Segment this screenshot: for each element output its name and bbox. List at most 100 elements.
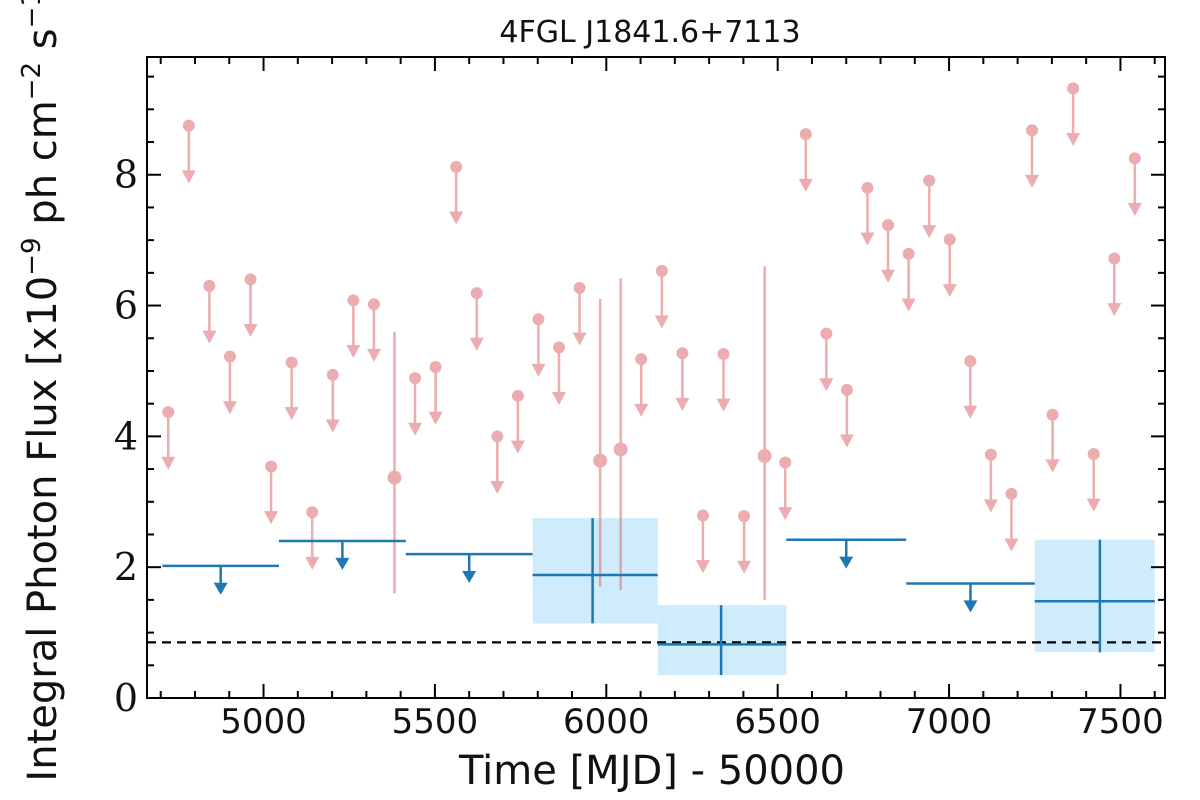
fine-upper-limit xyxy=(264,460,279,525)
fine-upper-limit-arrowhead xyxy=(860,232,875,246)
fine-upper-limit xyxy=(983,448,998,513)
fine-upper-limit-arrowhead xyxy=(366,348,381,362)
fine-upper-limit-marker xyxy=(1108,252,1121,265)
fine-upper-limit-marker xyxy=(532,313,545,326)
fine-upper-limit-marker xyxy=(861,181,874,194)
fine-upper-limit-marker xyxy=(470,287,483,300)
fine-upper-limit xyxy=(695,509,710,574)
fine-upper-limit xyxy=(161,406,176,470)
fine-upper-limit-marker xyxy=(655,264,668,277)
fine-upper-limit-arrowhead xyxy=(572,332,587,346)
fine-upper-limit xyxy=(284,356,299,421)
fine-upper-limit-arrowhead xyxy=(1066,133,1081,147)
coarse-upper-limit xyxy=(278,539,406,570)
fine-upper-limit xyxy=(901,247,916,312)
fine-upper-limit-marker xyxy=(223,350,236,363)
x-tick-label: 7500 xyxy=(1077,702,1164,742)
fine-upper-limit-marker xyxy=(779,456,792,469)
y-axis-label: Integral Photon Flux [x10−9 ph cm−2 s−1] xyxy=(17,0,66,782)
fine-upper-limit-marker xyxy=(964,355,977,368)
fine-upper-limit xyxy=(510,389,525,454)
fine-upper-limit-arrowhead xyxy=(695,560,710,574)
fine-upper-limit xyxy=(531,313,546,377)
fine-upper-limit xyxy=(428,361,443,425)
y-tick-label: 0 xyxy=(114,676,138,720)
fine-upper-limit-marker xyxy=(450,160,463,173)
fine-upper-limit-arrowhead xyxy=(839,434,854,448)
fine-upper-limit-marker xyxy=(676,347,689,360)
coarse-upper-limit-arrowhead xyxy=(462,570,477,583)
fine-upper-limit xyxy=(737,510,752,574)
fine-upper-limit xyxy=(839,383,854,448)
fine-upper-limit-arrowhead xyxy=(1086,498,1101,512)
fine-upper-limit-marker xyxy=(326,368,339,381)
fine-upper-limit-arrowhead xyxy=(1127,203,1142,217)
fine-upper-limit-marker xyxy=(552,341,565,354)
fine-upper-limit xyxy=(243,273,258,338)
fine-upper-limit-arrowhead xyxy=(983,499,998,513)
fine-upper-limit-arrowhead xyxy=(408,422,423,436)
chart-title: 4FGL J1841.6+7113 xyxy=(499,15,800,50)
fine-upper-limit xyxy=(1127,152,1142,217)
fine-upper-limit-arrowhead xyxy=(531,363,546,377)
fine-upper-limit xyxy=(798,128,813,192)
fine-upper-limit xyxy=(634,353,649,417)
fine-upper-limit-arrowhead xyxy=(778,507,793,521)
fine-upper-limit-marker xyxy=(882,219,895,232)
fine-upper-limit xyxy=(1004,487,1019,552)
fine-upper-limit-marker xyxy=(799,128,812,141)
fine-upper-limit xyxy=(408,372,423,436)
fine-upper-limit-arrowhead xyxy=(634,403,649,417)
coarse-detection xyxy=(1034,539,1155,653)
fine-upper-limit-marker xyxy=(1128,152,1141,165)
fine-upper-limit xyxy=(305,506,320,570)
fine-upper-limit-arrowhead xyxy=(449,211,464,225)
coarse-upper-limit xyxy=(405,552,533,583)
fine-upper-limit-marker xyxy=(1005,487,1018,500)
fine-upper-limit-marker xyxy=(840,383,853,396)
fine-upper-limit-arrowhead xyxy=(901,298,916,312)
fine-upper-limit xyxy=(572,281,587,346)
fine-upper-limit-marker xyxy=(943,233,956,246)
fine-upper-limit xyxy=(1086,448,1101,512)
fine-upper-limit-marker xyxy=(1046,408,1059,421)
fine-upper-limit-arrowhead xyxy=(654,315,669,329)
fine-upper-limit xyxy=(181,119,196,184)
fine-upper-limit-arrowhead xyxy=(346,344,361,358)
fine-upper-limit xyxy=(860,181,875,246)
fine-upper-limit-marker xyxy=(203,279,216,292)
fine-detection-marker xyxy=(757,448,772,463)
fine-upper-limit-arrowhead xyxy=(284,407,299,421)
fine-upper-limit xyxy=(942,233,957,298)
fine-upper-limit-arrowhead xyxy=(1025,174,1040,188)
x-tick-label: 6500 xyxy=(734,702,821,742)
fine-upper-limit-marker xyxy=(347,294,360,307)
fine-upper-limit-arrowhead xyxy=(202,330,217,344)
x-tick-label: 5500 xyxy=(392,702,479,742)
coarse-detection xyxy=(657,605,787,676)
fine-upper-limit xyxy=(819,327,834,392)
fine-upper-limit-arrowhead xyxy=(469,337,484,351)
fine-upper-limit-marker xyxy=(902,247,915,260)
fine-upper-limit-marker xyxy=(306,506,319,519)
fine-upper-limit-marker xyxy=(1026,124,1039,137)
fine-upper-limit-arrowhead xyxy=(942,284,957,298)
coarse-upper-limit-arrowhead xyxy=(335,557,350,570)
fine-upper-limit xyxy=(675,347,690,411)
coarse-bin-band xyxy=(1034,539,1155,653)
fine-upper-limit-marker xyxy=(409,372,422,385)
fine-upper-limit xyxy=(778,456,793,521)
fine-upper-limit xyxy=(963,355,978,419)
fine-upper-limit-marker xyxy=(244,273,257,286)
fine-upper-limit-arrowhead xyxy=(922,225,937,239)
fine-upper-limit-arrowhead xyxy=(963,405,978,419)
x-tick-label: 6000 xyxy=(563,702,650,742)
fine-detection xyxy=(613,278,628,591)
fine-upper-limit xyxy=(366,298,381,362)
axis-ticks: 5000 5500 6000 6500 7000 7500 0 2 4 6 8 xyxy=(114,57,1165,742)
x-tick-label: 5000 xyxy=(220,702,307,742)
fine-upper-limit-marker xyxy=(511,389,524,402)
y-tick-label: 6 xyxy=(114,284,138,328)
fine-upper-limit xyxy=(490,430,505,495)
